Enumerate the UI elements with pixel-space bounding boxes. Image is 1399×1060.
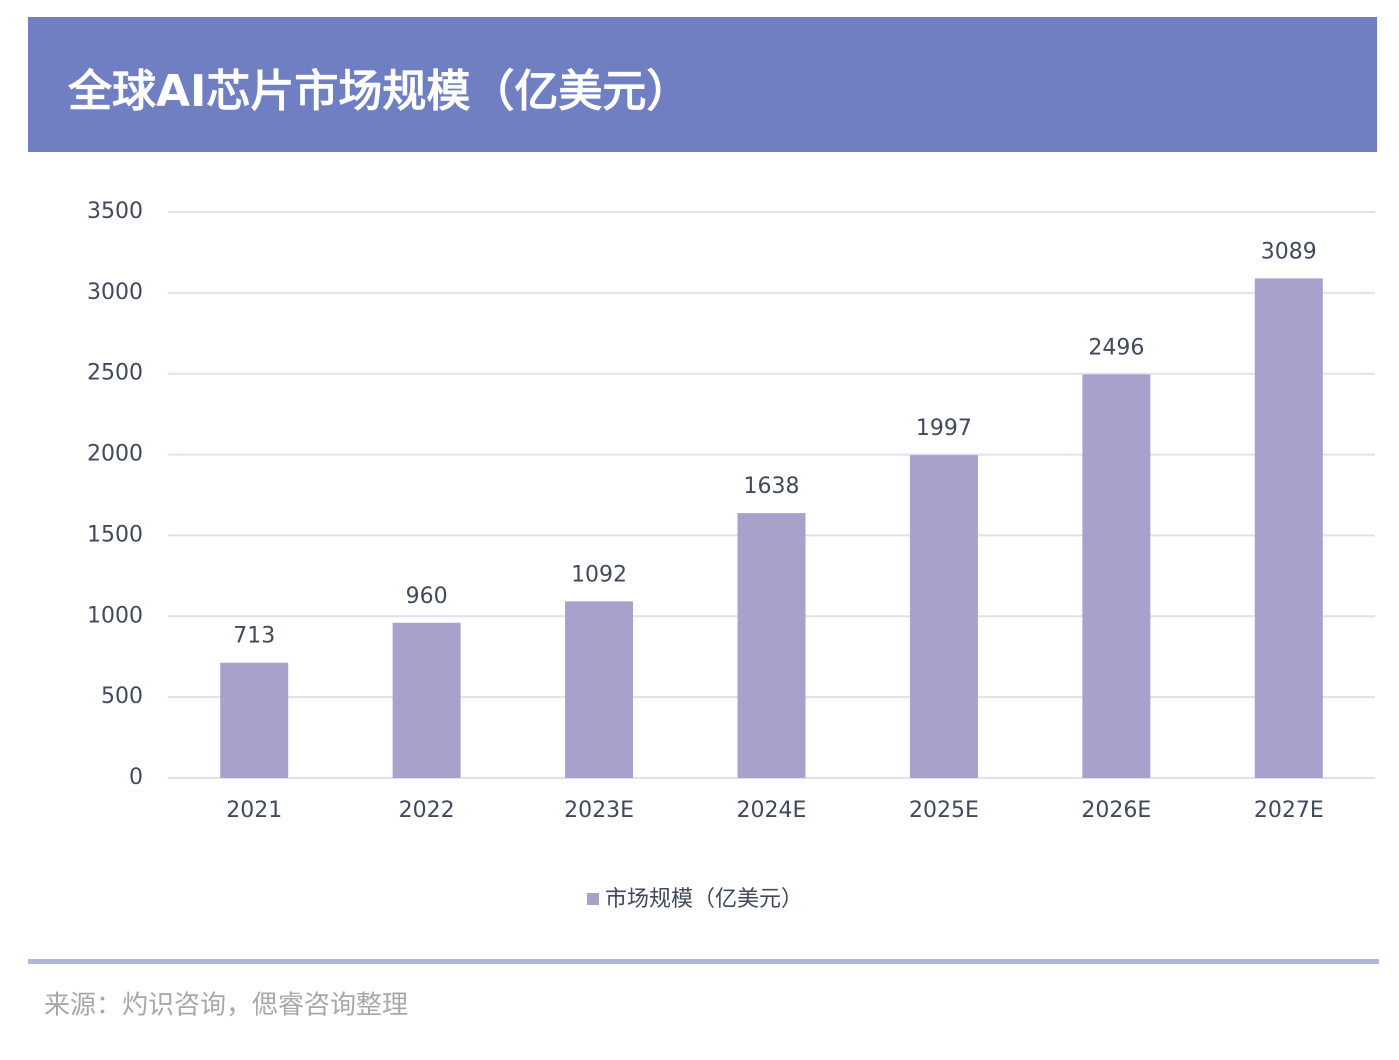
data-label: 960 xyxy=(406,584,448,609)
bar xyxy=(392,622,461,778)
bar xyxy=(737,513,806,778)
data-label: 713 xyxy=(233,624,275,649)
x-tick-label: 2021 xyxy=(226,798,282,823)
x-tick-label: 2027E xyxy=(1254,798,1324,823)
x-tick-label: 2024E xyxy=(737,798,807,823)
y-tick-label: 2000 xyxy=(87,442,143,467)
y-tick-label: 1000 xyxy=(87,603,143,628)
y-tick-label: 1500 xyxy=(87,522,143,547)
bar xyxy=(909,455,978,778)
bar xyxy=(1082,374,1151,778)
bar xyxy=(565,601,634,778)
divider xyxy=(28,959,1379,964)
y-tick-label: 3000 xyxy=(87,280,143,305)
x-tick-label: 2023E xyxy=(564,798,634,823)
y-tick-label: 3500 xyxy=(87,199,143,224)
x-tick-label: 2025E xyxy=(909,798,979,823)
y-tick-label: 0 xyxy=(129,765,143,790)
source-note: 来源：灼识咨询，偲睿咨询整理 xyxy=(44,991,408,1021)
data-label: 2496 xyxy=(1088,335,1144,360)
data-label: 1092 xyxy=(571,562,627,587)
x-tick-label: 2026E xyxy=(1081,798,1151,823)
legend-marker xyxy=(587,893,599,905)
y-tick-label: 500 xyxy=(101,684,143,709)
y-tick-label: 2500 xyxy=(87,361,143,386)
chart-title: 全球AI芯片市场规模（亿美元） xyxy=(67,66,690,117)
x-tick-label: 2022 xyxy=(399,798,455,823)
legend-label: 市场规模（亿美元） xyxy=(605,887,803,912)
data-label: 3089 xyxy=(1261,239,1317,264)
bar xyxy=(220,662,289,778)
bar xyxy=(1254,278,1323,778)
title-banner xyxy=(28,17,1377,152)
data-label: 1997 xyxy=(916,416,972,441)
data-label: 1638 xyxy=(744,474,800,499)
